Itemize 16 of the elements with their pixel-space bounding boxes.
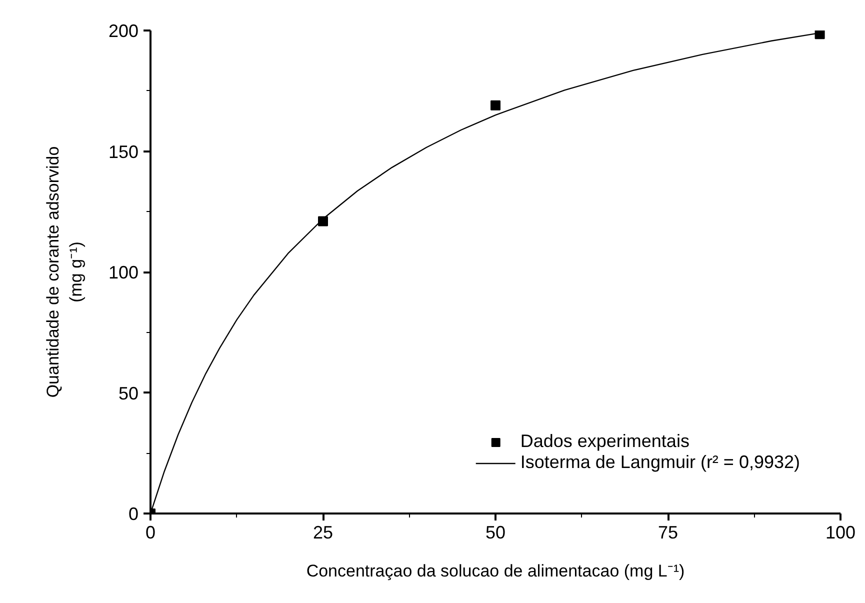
x-tick-label: 100 — [825, 522, 856, 542]
y-tick-label: 150 — [108, 142, 139, 162]
legend-label: Dados experimentais — [520, 431, 690, 452]
point — [814, 30, 825, 40]
x-tick-label: 0 — [145, 522, 156, 542]
point — [490, 100, 500, 110]
x-tick-label: 50 — [485, 522, 506, 542]
x-tick-label: 25 — [312, 522, 334, 542]
x-axis-title: Concentraçao da solucao de alimentacao (mg L⁻¹) — [306, 562, 685, 580]
y-tick-label: 100 — [108, 262, 139, 282]
y-tick-label: 0 — [128, 504, 139, 524]
y-tick-label: 50 — [118, 383, 139, 404]
y-axis-title: Quantidade de corante adsorvido (mg g⁻¹) — [44, 146, 86, 398]
y-tick-label: 200 — [108, 21, 139, 41]
legend-label: Isoterma de Langmuir (r² = 0,9932) — [520, 452, 800, 473]
x-tick-label: 75 — [658, 522, 678, 542]
